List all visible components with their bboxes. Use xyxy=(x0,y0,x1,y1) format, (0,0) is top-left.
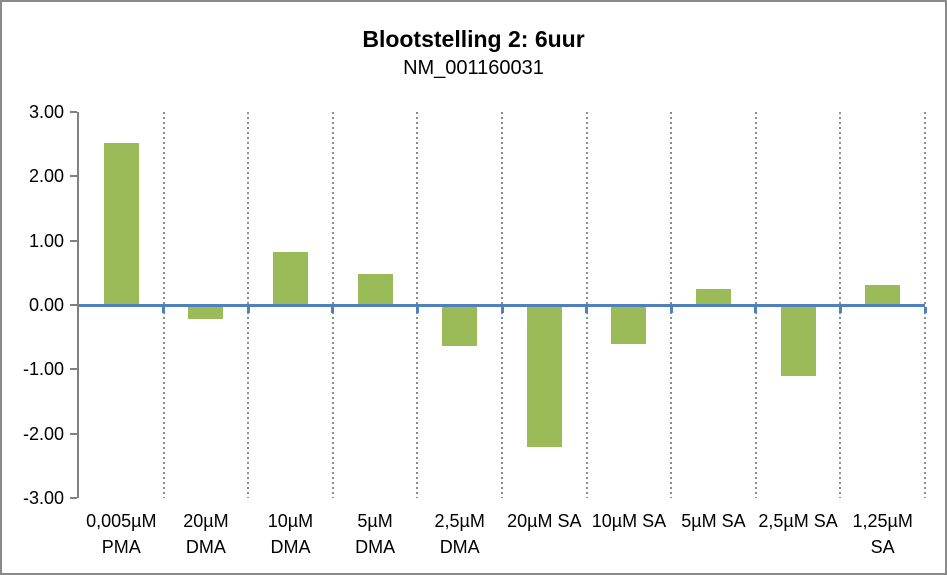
y-axis-tick xyxy=(70,368,77,371)
y-axis-label: -2.00 xyxy=(22,423,64,444)
y-axis-label: 0.00 xyxy=(28,295,64,315)
zero-baseline xyxy=(79,303,925,307)
bar-1,25µM SA xyxy=(865,285,901,305)
chart-subtitle: NM_001160031 xyxy=(403,57,544,79)
bar-20µM DMA xyxy=(188,305,224,319)
bar-2,5µM SA xyxy=(780,305,816,376)
y-axis-tick xyxy=(70,239,77,242)
zero-baseline-tick xyxy=(246,306,250,313)
zero-baseline-tick xyxy=(331,306,335,313)
y-axis-tick xyxy=(70,432,77,435)
x-axis-label: 10µM SA xyxy=(591,511,667,531)
y-axis-tick xyxy=(70,304,77,306)
bar-20µM SA xyxy=(526,305,562,447)
zero-baseline-tick xyxy=(838,306,842,313)
y-axis-label: 2.00 xyxy=(28,166,64,187)
x-axis-label: 2,5µM DMA xyxy=(434,511,485,557)
bar-10µM SA xyxy=(611,305,647,344)
zero-baseline-tick xyxy=(415,306,419,313)
bar-5µM SA xyxy=(696,288,731,305)
y-axis-label: -3.00 xyxy=(22,488,64,508)
y-axis-label: 1.00 xyxy=(28,230,64,251)
zero-baseline-tick xyxy=(585,306,589,313)
zero-baseline-tick xyxy=(669,306,673,313)
bar-2,5µM DMA xyxy=(442,305,478,346)
zero-baseline-tick xyxy=(923,306,927,313)
category-separator-line xyxy=(924,112,926,498)
y-axis-label: 3.00 xyxy=(28,102,64,122)
x-axis-label: 5µM DMA xyxy=(355,511,396,557)
y-axis-tick xyxy=(70,175,77,178)
y-axis-line xyxy=(77,112,79,498)
plot-area xyxy=(70,111,927,499)
zero-baseline-tick xyxy=(162,306,166,313)
zero-baseline-tick xyxy=(754,306,758,313)
x-axis-label: 20µM DMA xyxy=(183,511,229,557)
bar-5µM DMA xyxy=(357,274,393,305)
x-axis-label: 10µM DMA xyxy=(267,511,314,557)
bar-10µM DMA xyxy=(273,251,308,305)
zero-baseline-tick xyxy=(500,306,504,313)
y-axis-tick xyxy=(70,497,77,499)
bar-0,005µM PMA xyxy=(103,142,139,305)
x-axis-label: 2,5µM SA xyxy=(758,511,838,531)
x-axis-label: 1,25µM SA xyxy=(852,511,913,557)
x-axis-label: 5µM SA xyxy=(681,511,746,531)
x-axis-label: 0,005µM PMA xyxy=(86,511,157,557)
y-axis-tick xyxy=(70,111,77,113)
y-axis-label: -1.00 xyxy=(22,359,64,380)
chart-title: Blootstelling 2: 6uur xyxy=(362,26,585,52)
x-axis-label: 20µM SA xyxy=(507,511,582,531)
